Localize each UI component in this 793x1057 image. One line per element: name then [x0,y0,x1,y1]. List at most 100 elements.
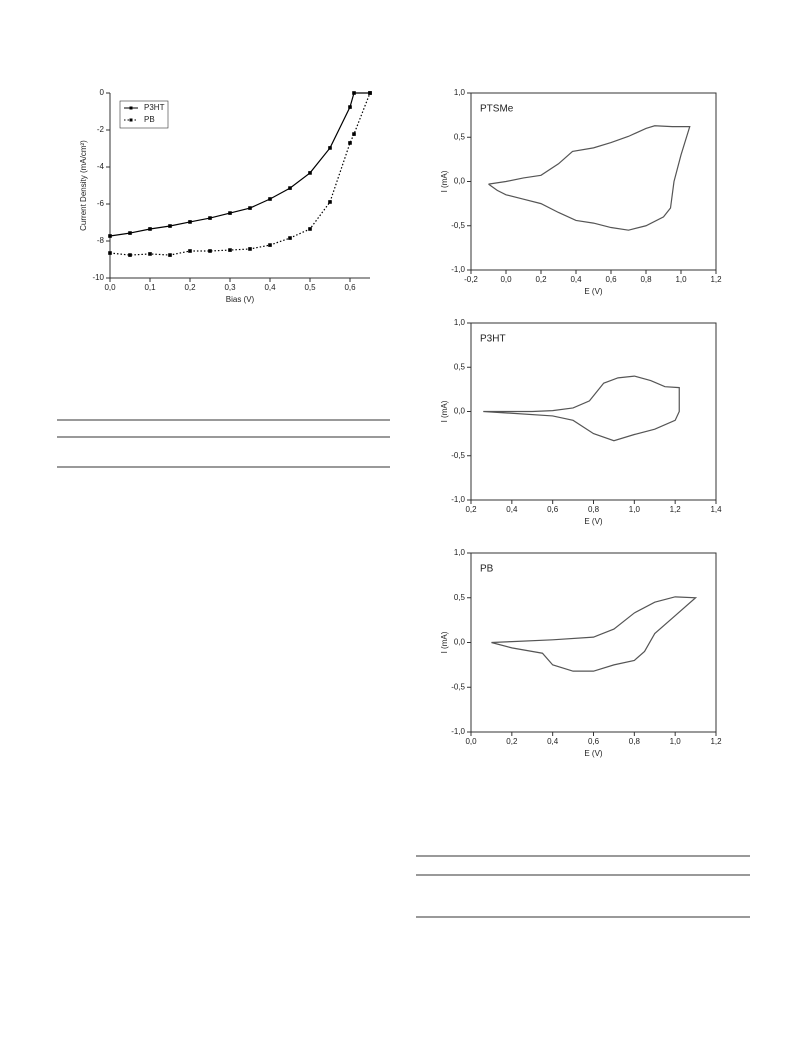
x-tick-label: 0,6 [605,275,617,284]
data-point [352,132,356,136]
x-axis-label: E (V) [584,517,603,526]
y-tick-label: 1,0 [454,88,466,97]
y-tick-label: -0,5 [451,451,465,460]
x-tick-label: 0,5 [304,283,316,292]
x-tick-label: 0,6 [588,737,600,746]
x-tick-label: 0,4 [570,275,582,284]
data-point [268,197,272,201]
data-point [328,200,332,204]
y-tick-label: 0,0 [454,177,466,186]
y-tick-label: 0,5 [454,132,466,141]
series-label: PB [480,564,494,575]
legend-label: PB [144,115,155,124]
data-point [168,253,172,257]
x-tick-label: 0,8 [629,737,641,746]
data-point [308,171,312,175]
data-point [208,249,212,253]
x-tick-label: 0,3 [224,283,236,292]
y-tick-label: -1,0 [451,727,465,736]
x-tick-label: 1,0 [629,505,641,514]
y-tick-label: -10 [92,273,104,282]
y-axis-label: Current Density (mA/cm²) [79,140,88,231]
series-line [491,596,698,672]
data-point [288,186,292,190]
x-tick-label: 1,4 [710,505,722,514]
series-label: P3HT [480,334,506,345]
x-tick-label: 0,0 [104,283,116,292]
x-tick-label: 1,2 [710,275,722,284]
x-tick-label: 0,4 [547,737,559,746]
data-point [348,141,352,145]
data-point [108,234,112,238]
x-tick-label: 0,6 [344,283,356,292]
data-point [368,91,372,95]
data-point [328,146,332,150]
data-point [128,231,132,235]
data-point [288,236,292,240]
x-tick-label: 1,0 [675,275,687,284]
y-tick-label: 0 [100,88,105,97]
y-axis-label: I (mA) [440,400,449,422]
y-tick-label: 1,0 [454,548,466,557]
x-tick-label: 0,6 [547,505,559,514]
series-label: PTSMe [480,104,514,115]
data-point [348,105,352,109]
y-axis-label: I (mA) [440,170,449,192]
data-point [148,227,152,231]
y-tick-label: -4 [97,162,105,171]
y-tick-label: 0,5 [454,362,466,371]
plot-frame [470,552,717,733]
y-tick-label: -2 [97,125,105,134]
y-tick-label: 0,5 [454,593,466,602]
x-tick-label: 0,4 [264,283,276,292]
data-point [248,206,252,210]
y-tick-label: -0,5 [451,682,465,691]
data-point [108,251,112,255]
data-point [188,220,192,224]
y-axis-label: I (mA) [440,631,449,653]
y-tick-label: 0,0 [454,638,466,647]
legend-box [119,100,169,129]
y-tick-label: -8 [97,236,105,245]
x-tick-label: 0,8 [588,505,600,514]
data-point [268,243,272,247]
x-tick-label: 1,2 [710,737,722,746]
y-tick-label: -6 [97,199,105,208]
data-point [352,91,356,95]
data-point [308,227,312,231]
data-point [228,211,232,215]
data-point [168,224,172,228]
x-tick-label: 0,0 [500,275,512,284]
y-tick-label: 0,0 [454,407,466,416]
data-point [228,248,232,252]
x-axis-label: Bias (V) [226,295,255,304]
x-tick-label: 1,2 [670,505,682,514]
y-tick-label: -1,0 [451,495,465,504]
x-axis-label: E (V) [584,749,603,758]
legend-marker [129,106,133,110]
y-tick-label: 1,0 [454,318,466,327]
x-tick-label: 0,2 [506,737,518,746]
x-tick-label: 0,2 [535,275,547,284]
y-tick-label: -0,5 [451,221,465,230]
series-line [483,375,680,442]
x-tick-label: 0,1 [144,283,156,292]
legend-marker [129,118,133,122]
data-point [248,247,252,251]
legend-label: P3HT [144,103,165,112]
series-line [488,125,691,231]
x-tick-label: 0,8 [640,275,652,284]
x-tick-label: 0,2 [184,283,196,292]
x-tick-label: 0,0 [465,737,477,746]
data-point [188,249,192,253]
x-tick-label: 1,0 [670,737,682,746]
data-point [128,253,132,257]
x-tick-label: 0,4 [506,505,518,514]
x-tick-label: -0,2 [464,275,478,284]
data-point [208,216,212,220]
data-point [148,252,152,256]
x-axis-label: E (V) [584,287,603,296]
y-tick-label: -1,0 [451,265,465,274]
